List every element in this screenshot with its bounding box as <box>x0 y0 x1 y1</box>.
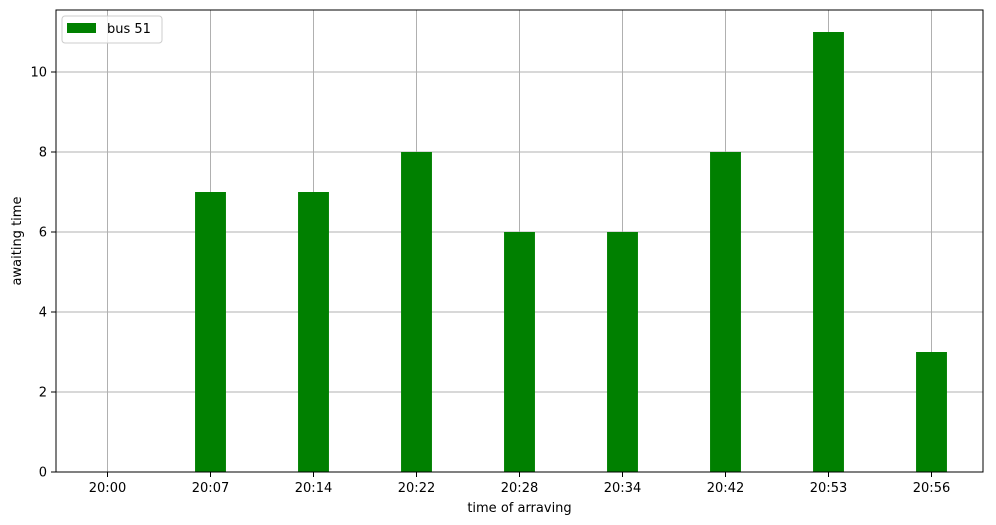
x-tick-label: 20:53 <box>810 481 847 496</box>
legend-box <box>61 15 163 44</box>
x-tick-label: 20:22 <box>398 481 435 496</box>
bar-series <box>195 32 947 472</box>
bar-2028 <box>504 232 535 472</box>
bar-2042 <box>710 152 741 472</box>
x-tick-label: 20:00 <box>89 481 126 496</box>
bar-2034 <box>607 232 638 472</box>
x-tick-label: 20:14 <box>295 481 332 496</box>
y-tick-label: 10 <box>30 66 47 81</box>
x-tick-label: 20:28 <box>501 481 538 496</box>
y-tick-label: 4 <box>39 306 47 321</box>
x-axis-title: time of arraving <box>467 501 571 516</box>
axis-ticks: 20:00 20:07 20:14 20:22 20:28 20:34 20:42 20:53… <box>30 66 950 497</box>
bar-2022 <box>401 152 432 472</box>
y-tick-label: 8 <box>39 146 47 161</box>
bar-2014 <box>298 192 329 472</box>
x-tick-label: 20:34 <box>604 481 641 496</box>
legend: bus 51 <box>61 15 163 44</box>
bar-2053 <box>813 32 844 472</box>
legend-swatch <box>67 23 96 33</box>
bar-2056 <box>916 352 947 472</box>
x-tick-label: 20:42 <box>707 481 744 496</box>
y-tick-label: 2 <box>39 386 47 401</box>
y-tick-label: 6 <box>39 226 47 241</box>
bar-2007 <box>195 192 226 472</box>
x-tick-label: 20:07 <box>192 481 229 496</box>
y-tick-label: 0 <box>39 466 47 481</box>
y-axis-title: awaiting time <box>10 197 25 286</box>
x-tick-label: 20:56 <box>913 481 950 496</box>
legend-label-bus-51: bus 51 <box>107 22 151 37</box>
